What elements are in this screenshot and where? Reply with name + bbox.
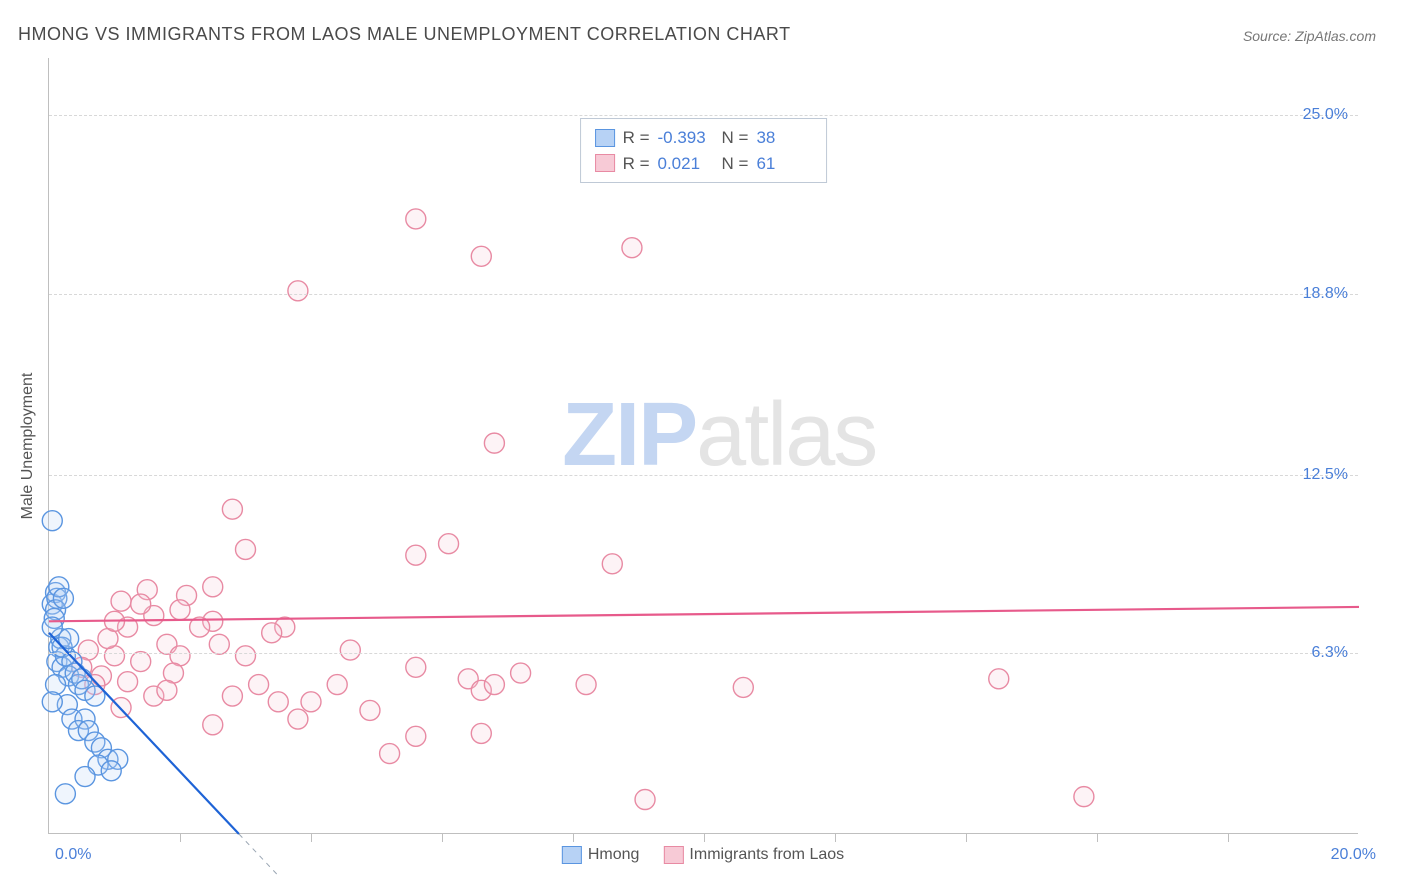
n-label: N = — [722, 125, 749, 151]
data-point — [380, 744, 400, 764]
chart-title: HMONG VS IMMIGRANTS FROM LAOS MALE UNEMP… — [18, 24, 791, 45]
data-point — [406, 657, 426, 677]
source-attribution: Source: ZipAtlas.com — [1243, 28, 1376, 44]
r-value-hmong: -0.393 — [658, 125, 714, 151]
plot-area: ZIPatlas R = -0.393 N = 38 R = 0.021 N =… — [48, 58, 1358, 834]
swatch-laos — [595, 154, 615, 172]
data-point — [406, 209, 426, 229]
n-value-hmong: 38 — [756, 125, 812, 151]
gridline — [49, 653, 1358, 654]
data-point — [268, 692, 288, 712]
x-tick-mark — [704, 834, 705, 842]
legend-item-laos: Immigrants from Laos — [663, 846, 844, 864]
data-point — [236, 539, 256, 559]
y-tick-label: 18.8% — [1303, 285, 1348, 303]
legend-label-laos: Immigrants from Laos — [689, 846, 844, 863]
data-point — [288, 709, 308, 729]
data-point — [622, 238, 642, 258]
data-point — [118, 672, 138, 692]
data-point — [249, 675, 269, 695]
data-point — [340, 640, 360, 660]
gridline — [49, 475, 1358, 476]
y-tick-label: 12.5% — [1303, 466, 1348, 484]
data-point — [635, 790, 655, 810]
data-point — [203, 577, 223, 597]
legend-swatch-laos — [663, 846, 683, 864]
data-point — [576, 675, 596, 695]
trendline-projection — [239, 834, 278, 876]
data-point — [439, 534, 459, 554]
data-point — [53, 588, 73, 608]
data-point — [1074, 787, 1094, 807]
data-point — [733, 677, 753, 697]
x-tick-mark — [1228, 834, 1229, 842]
stats-row-laos: R = 0.021 N = 61 — [595, 151, 813, 177]
x-tick-mark — [835, 834, 836, 842]
x-tick-mark — [180, 834, 181, 842]
y-tick-label: 6.3% — [1312, 644, 1348, 662]
stats-legend-box: R = -0.393 N = 38 R = 0.021 N = 61 — [580, 118, 828, 183]
data-point — [170, 600, 190, 620]
swatch-hmong — [595, 129, 615, 147]
trendline — [49, 607, 1359, 621]
data-point — [406, 726, 426, 746]
data-point — [484, 675, 504, 695]
x-tick-mark — [442, 834, 443, 842]
legend-label-hmong: Hmong — [588, 846, 640, 863]
data-point — [262, 623, 282, 643]
gridline — [49, 294, 1358, 295]
legend-item-hmong: Hmong — [562, 846, 640, 864]
gridline — [49, 115, 1358, 116]
data-point — [75, 767, 95, 787]
bottom-legend: Hmong Immigrants from Laos — [562, 846, 844, 864]
data-point — [209, 634, 229, 654]
x-tick-mark — [1097, 834, 1098, 842]
data-point — [511, 663, 531, 683]
x-tick-mark — [311, 834, 312, 842]
x-tick-mark — [573, 834, 574, 842]
x-tick-min: 0.0% — [55, 846, 91, 864]
data-point — [46, 675, 66, 695]
r-label: R = — [623, 151, 650, 177]
data-point — [131, 594, 151, 614]
data-point — [101, 761, 121, 781]
data-point — [327, 675, 347, 695]
data-point — [42, 692, 62, 712]
x-tick-max: 20.0% — [1331, 846, 1376, 864]
data-point — [222, 499, 242, 519]
data-point — [484, 433, 504, 453]
data-point — [111, 591, 131, 611]
data-point — [42, 511, 62, 531]
legend-swatch-hmong — [562, 846, 582, 864]
y-tick-label: 25.0% — [1303, 106, 1348, 124]
n-label: N = — [722, 151, 749, 177]
x-tick-mark — [966, 834, 967, 842]
data-point — [471, 723, 491, 743]
y-axis-label: Male Unemployment — [19, 373, 37, 520]
data-point — [301, 692, 321, 712]
data-point — [236, 646, 256, 666]
r-label: R = — [623, 125, 650, 151]
data-point — [989, 669, 1009, 689]
data-point — [471, 246, 491, 266]
data-point — [157, 680, 177, 700]
data-point — [288, 281, 308, 301]
data-point — [406, 545, 426, 565]
data-point — [222, 686, 242, 706]
data-point — [602, 554, 622, 574]
r-value-laos: 0.021 — [658, 151, 714, 177]
data-point — [203, 715, 223, 735]
data-point — [360, 700, 380, 720]
stats-row-hmong: R = -0.393 N = 38 — [595, 125, 813, 151]
data-point — [131, 652, 151, 672]
data-point — [55, 784, 75, 804]
n-value-laos: 61 — [756, 151, 812, 177]
